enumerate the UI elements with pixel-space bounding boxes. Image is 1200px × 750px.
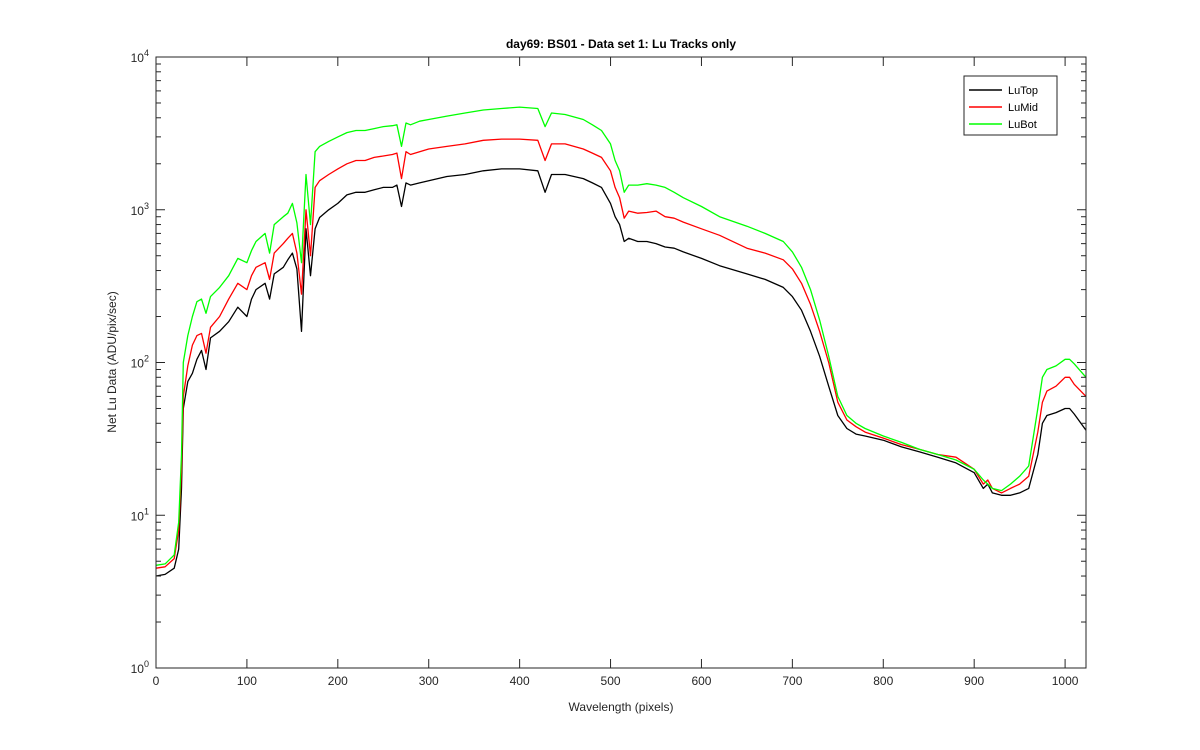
- chart-title: day69: BS01 - Data set 1: Lu Tracks only: [506, 37, 736, 51]
- legend-label-lubot: LuBot: [1008, 119, 1037, 131]
- y-tick-label: 104: [131, 48, 149, 65]
- legend-label-lutop: LuTop: [1008, 85, 1038, 97]
- x-tick-label: 0: [153, 674, 160, 688]
- x-tick-label: 500: [601, 674, 621, 688]
- legend-label-lumid: LuMid: [1008, 102, 1038, 114]
- x-axis: 0 100 200 300 400 500 600 700 800 900 1000: [153, 57, 1079, 688]
- x-tick-label: 800: [873, 674, 893, 688]
- x-tick-label: 600: [691, 674, 711, 688]
- x-tick-label: 900: [964, 674, 984, 688]
- legend: LuTop LuMid LuBot: [963, 75, 1058, 136]
- x-tick-label: 200: [328, 674, 348, 688]
- legend-box: [963, 75, 1058, 136]
- y-tick-label: 102: [131, 354, 149, 371]
- y-axis-label: Net Lu Data (ADU/pix/sec): [105, 291, 119, 432]
- x-tick-label: 300: [419, 674, 439, 688]
- series-layer: [155, 106, 1087, 577]
- x-tick-label: 700: [782, 674, 802, 688]
- y-tick-label: 103: [131, 201, 149, 218]
- y-tick-label: 101: [131, 506, 149, 523]
- x-axis-label: Wavelength (pixels): [569, 700, 674, 714]
- x-tick-label: 1000: [1052, 674, 1079, 688]
- series-line-lubot: [155, 106, 1087, 566]
- y-axis: 100 101 102 103 104: [131, 48, 1086, 676]
- plot-area: [156, 57, 1086, 668]
- series-line-lutop: [155, 168, 1087, 577]
- x-tick-label: 100: [237, 674, 257, 688]
- x-tick-label: 400: [510, 674, 530, 688]
- y-tick-label: 100: [131, 659, 149, 676]
